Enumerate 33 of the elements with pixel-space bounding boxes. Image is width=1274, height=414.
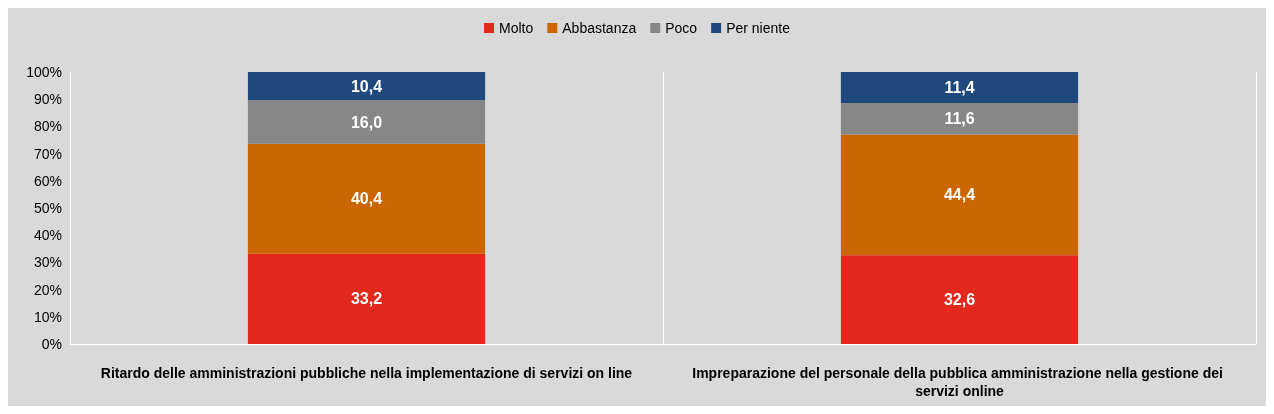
bar (247, 253, 486, 344)
bar (840, 255, 1079, 344)
legend-label: Molto (499, 20, 534, 36)
bar (247, 100, 486, 144)
y-tick-label: 30% (33, 254, 62, 271)
y-tick-label: 60% (33, 172, 62, 189)
x-tick-label: Impreparazione del personale della pubblica amministrazione nella gestione dei servizi online (692, 365, 1227, 399)
y-tick-label: 100% (26, 64, 62, 80)
legend-label: Poco (665, 20, 698, 36)
bar (840, 103, 1079, 135)
bar (840, 134, 1079, 256)
data-label: 44,4 (943, 186, 976, 204)
y-tick-label: 20% (33, 281, 62, 298)
y-tick-label: 0% (41, 336, 62, 352)
y-tick-label: 90% (33, 91, 62, 108)
x-tick-label: Ritardo delle amministrazioni pubbliche nella implementazione di servizi on line (100, 365, 633, 381)
bar (247, 72, 486, 101)
y-tick-label: 80% (33, 118, 62, 135)
data-label: 40,4 (350, 190, 383, 208)
data-label: 11,6 (944, 110, 975, 128)
data-label: 10,4 (350, 77, 383, 95)
y-tick-label: 70% (33, 145, 62, 162)
bar (247, 143, 486, 254)
bar (840, 72, 1079, 104)
data-label: 33,2 (350, 290, 383, 308)
y-tick-label: 50% (33, 200, 62, 216)
data-label: 11,4 (944, 79, 975, 96)
data-label: 16,0 (350, 113, 383, 131)
data-label: 32,6 (943, 291, 976, 309)
legend-label: Abbastanza (562, 20, 637, 36)
legend-label: Per niente (726, 20, 791, 36)
y-tick-label: 40% (33, 227, 62, 244)
y-tick-label: 10% (33, 308, 62, 325)
